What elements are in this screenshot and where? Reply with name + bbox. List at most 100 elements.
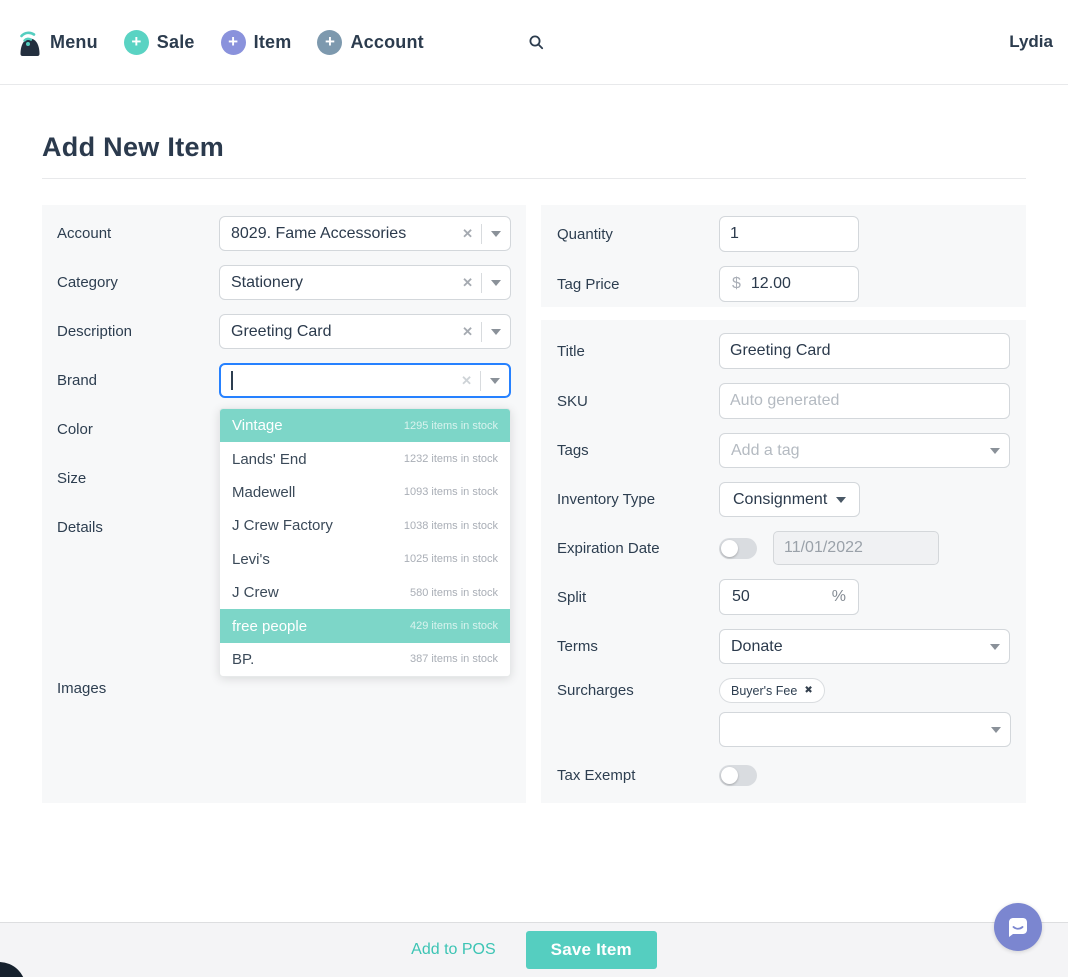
title-divider bbox=[42, 178, 1026, 179]
main-content: Add New Item Account 8029. Fame Accessor… bbox=[0, 131, 1068, 803]
chevron-down-icon[interactable] bbox=[491, 230, 501, 237]
select-divider bbox=[481, 272, 482, 293]
brand-option-stock: 1232 items in stock bbox=[403, 453, 498, 466]
category-clear-icon[interactable]: ✕ bbox=[462, 274, 473, 290]
images-label: Images bbox=[57, 680, 107, 697]
terms-select[interactable]: Donate bbox=[719, 629, 1010, 664]
size-row: Size bbox=[57, 461, 511, 496]
search-icon[interactable] bbox=[528, 34, 544, 50]
chat-launcher-icon[interactable] bbox=[994, 903, 1042, 951]
brand-clear-icon[interactable]: ✕ bbox=[461, 372, 472, 388]
brand-option-stock: 1093 items in stock bbox=[403, 486, 498, 499]
account-select[interactable]: 8029. Fame Accessories ✕ bbox=[219, 216, 511, 251]
split-field: % bbox=[719, 579, 859, 615]
brand-option[interactable]: Levi's 1025 items in stock bbox=[220, 543, 510, 576]
tags-select[interactable]: Add a tag bbox=[719, 433, 1010, 468]
surcharges-select[interactable] bbox=[719, 712, 1011, 747]
user-menu[interactable]: Lydia bbox=[1009, 32, 1053, 51]
account-clear-icon[interactable]: ✕ bbox=[462, 225, 473, 241]
plus-circle-icon-item: + bbox=[220, 29, 246, 55]
color-row: Color bbox=[57, 412, 511, 447]
split-input[interactable] bbox=[732, 588, 826, 606]
brand-option[interactable]: J Crew 580 items in stock bbox=[220, 576, 510, 609]
app-logo-icon[interactable] bbox=[14, 27, 44, 57]
toggle-knob bbox=[721, 767, 738, 784]
account-row: Account 8029. Fame Accessories ✕ bbox=[57, 216, 511, 251]
tags-row: Tags Add a tag bbox=[557, 433, 1010, 468]
description-select[interactable]: Greeting Card ✕ bbox=[219, 314, 511, 349]
pricing-panel: Quantity Tag Price $ bbox=[541, 205, 1026, 307]
brand-label: Brand bbox=[57, 372, 98, 389]
quantity-row: Quantity bbox=[557, 216, 1010, 252]
save-item-button[interactable]: Save Item bbox=[525, 931, 657, 969]
brand-option[interactable]: Lands' End 1232 items in stock bbox=[220, 442, 510, 475]
sku-label: SKU bbox=[557, 392, 588, 410]
quantity-input[interactable] bbox=[719, 216, 859, 252]
tax-exempt-toggle[interactable] bbox=[719, 765, 757, 786]
description-clear-icon[interactable]: ✕ bbox=[462, 323, 473, 339]
nav-new-item-button[interactable]: + Item bbox=[220, 29, 292, 55]
brand-row: Brand ✕ bbox=[57, 363, 511, 398]
title-label: Title bbox=[557, 342, 585, 360]
tax-exempt-label: Tax Exempt bbox=[557, 767, 636, 784]
select-divider bbox=[481, 223, 482, 244]
nav-new-sale-button[interactable]: + Sale bbox=[123, 29, 195, 55]
chevron-down-icon[interactable] bbox=[990, 643, 1000, 650]
terms-row: Terms Donate bbox=[557, 629, 1010, 664]
nav-left-group: Menu + Sale + Item + Account bbox=[14, 27, 544, 57]
color-label: Color bbox=[57, 421, 93, 438]
sku-row: SKU bbox=[557, 383, 1010, 419]
details-label: Details bbox=[57, 519, 103, 536]
chevron-down-icon[interactable] bbox=[491, 279, 501, 286]
brand-option[interactable]: J Crew Factory 1038 items in stock bbox=[220, 509, 510, 542]
sku-input[interactable] bbox=[719, 383, 1010, 419]
brand-option-label: J Crew bbox=[232, 584, 279, 602]
percent-symbol: % bbox=[831, 588, 846, 605]
brand-option-label: Madewell bbox=[232, 483, 296, 501]
inventory-type-select[interactable]: Consignment bbox=[719, 482, 861, 517]
brand-option[interactable]: Madewell 1093 items in stock bbox=[220, 476, 510, 509]
nav-account-label: Account bbox=[350, 31, 424, 52]
split-label: Split bbox=[557, 588, 587, 606]
brand-select[interactable]: ✕ bbox=[219, 363, 511, 398]
category-value: Stationery bbox=[231, 273, 304, 291]
chevron-down-icon[interactable] bbox=[491, 328, 501, 335]
currency-symbol: $ bbox=[732, 275, 741, 292]
quantity-label: Quantity bbox=[557, 225, 613, 243]
chevron-down-icon[interactable] bbox=[991, 726, 1001, 733]
nav-item-label: Item bbox=[253, 31, 292, 52]
tag-price-label: Tag Price bbox=[557, 275, 620, 293]
tags-label: Tags bbox=[557, 442, 589, 459]
surcharges-label: Surcharges bbox=[557, 682, 634, 699]
chip-remove-icon[interactable]: ✖ bbox=[804, 685, 813, 696]
brand-option-label: BP. bbox=[232, 650, 255, 668]
item-details-panel: Account 8029. Fame Accessories ✕ Categor… bbox=[42, 205, 526, 803]
brand-option[interactable]: free people 429 items in stock bbox=[220, 609, 510, 643]
chevron-down-icon[interactable] bbox=[490, 377, 500, 384]
category-select[interactable]: Stationery ✕ bbox=[219, 265, 511, 300]
nav-menu[interactable]: Menu bbox=[50, 31, 98, 52]
top-nav: Menu + Sale + Item + Account Lydia bbox=[0, 0, 1068, 85]
description-label: Description bbox=[57, 323, 133, 340]
tags-placeholder: Add a tag bbox=[731, 441, 800, 459]
nav-sale-label: Sale bbox=[156, 31, 195, 52]
plus-circle-icon-account: + bbox=[317, 29, 343, 55]
brand-option-label: Levi's bbox=[232, 550, 270, 568]
brand-option-stock: 580 items in stock bbox=[409, 586, 498, 599]
brand-option[interactable]: Vintage 1295 items in stock bbox=[220, 409, 510, 443]
details-row: Details bbox=[57, 510, 511, 545]
action-footer: Add to POS Save Item bbox=[0, 922, 1068, 977]
description-row: Description Greeting Card ✕ bbox=[57, 314, 511, 349]
chevron-down-icon[interactable] bbox=[990, 447, 1000, 454]
split-row: Split % bbox=[557, 579, 1010, 615]
form-panels: Account 8029. Fame Accessories ✕ Categor… bbox=[42, 205, 1026, 803]
tax-exempt-row: Tax Exempt bbox=[557, 765, 1010, 786]
add-to-pos-button[interactable]: Add to POS bbox=[411, 941, 496, 958]
tag-price-input[interactable] bbox=[750, 275, 846, 293]
brand-option[interactable]: BP. 387 items in stock bbox=[220, 643, 510, 676]
listing-panel: Title SKU Tags Add a tag bbox=[541, 320, 1026, 803]
nav-new-account-button[interactable]: + Account bbox=[317, 29, 424, 55]
title-input[interactable] bbox=[719, 333, 1010, 369]
expiration-date-toggle[interactable] bbox=[719, 537, 757, 559]
